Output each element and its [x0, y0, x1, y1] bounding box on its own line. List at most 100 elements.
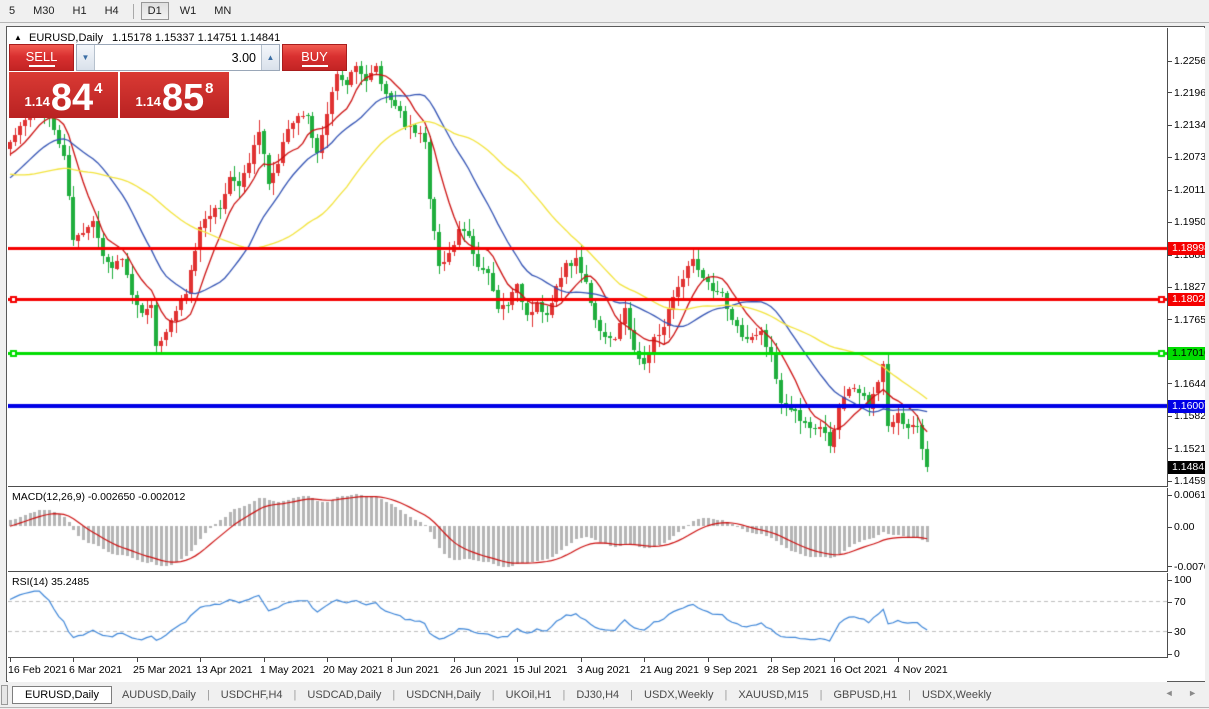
buy-button-label: BUY	[301, 48, 328, 64]
tab-dj30-h4[interactable]: DJ30,H4	[576, 689, 620, 701]
tab-scroll-arrows-icon[interactable]: ◄ ►	[1164, 688, 1203, 698]
axis-tick-icon	[1168, 566, 1172, 568]
macd-panel: MACD(12,26,9) -0.002650 -0.002012	[8, 488, 1168, 572]
ohlc-values: 1.15178 1.15337 1.14751 1.14841	[112, 32, 281, 44]
date-axis-tick-icon	[898, 658, 899, 662]
volume-decrease-button[interactable]: ▼	[77, 45, 95, 70]
timeframe-button-w1[interactable]: W1	[179, 5, 197, 17]
tab-gbpusd-h1[interactable]: GBPUSD,H1	[833, 689, 898, 701]
price-tick-label: 1.16440	[1168, 378, 1205, 390]
date-axis-label: 3 Aug 2021	[577, 664, 631, 676]
timeframe-button-mn[interactable]: MN	[214, 5, 232, 17]
main-price-plot: ▲ EURUSD,Daily 1.15178 1.15337 1.14751 1…	[8, 28, 1168, 487]
axis-tick-icon	[1168, 653, 1172, 655]
date-axis-tick-icon	[73, 658, 74, 662]
buy-price-pip: 8	[205, 80, 214, 97]
timeframe-button-5[interactable]: 5	[9, 5, 16, 17]
hline-price-badge: 1.16007	[1168, 399, 1205, 413]
buy-underline	[301, 64, 328, 67]
date-axis-label: 6 Mar 2021	[69, 664, 123, 676]
hline-price-badge: 1.18024	[1168, 293, 1205, 307]
price-tick-label: 1.15210	[1168, 443, 1205, 455]
chart-title: ▲ EURUSD,Daily 1.15178 1.15337 1.14751 1…	[14, 32, 280, 44]
tab-xauusd-m15[interactable]: XAUUSD,M15	[738, 689, 809, 701]
hline-price-badge: 1.17010	[1168, 346, 1205, 360]
date-axis-tick-icon	[327, 658, 328, 662]
date-axis-label: 8 Jun 2021	[387, 664, 439, 676]
tab-separator: |	[908, 689, 911, 701]
price-tick-label: 1.19500	[1168, 216, 1205, 228]
tab-eurusd-daily[interactable]: EURUSD,Daily	[12, 686, 112, 704]
date-axis-tick-icon	[581, 658, 582, 662]
buy-price-big: 85	[161, 76, 205, 119]
rsi-panel: RSI(14) 35.2485	[8, 573, 1168, 658]
sell-underline	[28, 64, 55, 67]
timeframe-button-m30[interactable]: M30	[33, 5, 55, 17]
macd-canvas[interactable]	[8, 488, 1167, 571]
date-axis-label: 16 Oct 2021	[830, 664, 888, 676]
timeframe-toolbar: 5 M30 H1 H4 D1 W1 MN	[0, 0, 1209, 23]
tab-audusd-daily[interactable]: AUDUSD,Daily	[121, 689, 196, 701]
tab-separator: |	[206, 689, 210, 701]
macd-axis-label: 0.006193	[1168, 489, 1205, 501]
tab-usdx-weekly[interactable]: USDX,Weekly	[644, 689, 714, 701]
tab-ukoil-h1[interactable]: UKOil,H1	[505, 689, 552, 701]
tab-separator: |	[491, 689, 495, 701]
sell-price-box[interactable]: 1.14 84 4	[9, 72, 118, 118]
sell-price-prefix: 1.14	[24, 94, 50, 109]
date-axis-label: 21 Aug 2021	[640, 664, 699, 676]
timeframe-button-h1[interactable]: H1	[72, 5, 87, 17]
tab-separator: |	[562, 689, 566, 701]
tab-usdx-weekly[interactable]: USDX,Weekly	[921, 689, 992, 701]
rsi-axis-label: 30	[1168, 626, 1186, 638]
date-axis-label: 20 May 2021	[323, 664, 384, 676]
price-tick-label: 1.21960	[1168, 87, 1205, 99]
date-axis-label: 15 Jul 2021	[513, 664, 568, 676]
date-axis-tick-icon	[391, 658, 392, 662]
axis-tick-icon	[1168, 579, 1172, 581]
date-axis-tick-icon	[771, 658, 772, 662]
date-axis-label: 4 Nov 2021	[894, 664, 948, 676]
toolbar-separator	[132, 3, 134, 19]
axis-tick-icon	[1168, 157, 1172, 159]
axis-tick-icon	[1168, 526, 1172, 528]
tabbar-left-stub	[1, 685, 8, 705]
date-axis-tick-icon	[454, 658, 455, 662]
volume-input[interactable]	[95, 45, 261, 70]
date-axis-tick-icon	[834, 658, 835, 662]
axis-tick-icon	[1168, 222, 1172, 224]
date-axis-tick-icon	[200, 658, 201, 662]
axis-tick-icon	[1168, 60, 1172, 62]
buy-price-prefix: 1.14	[135, 94, 161, 109]
timeframe-button-h4[interactable]: H4	[104, 5, 119, 17]
symbol-title: EURUSD,Daily	[28, 32, 103, 44]
rsi-axis-label: 70	[1168, 596, 1186, 608]
axis-tick-icon	[1168, 383, 1172, 385]
tab-separator: |	[293, 689, 297, 701]
tab-usdcad-daily[interactable]: USDCAD,Daily	[307, 689, 382, 701]
sell-button[interactable]: SELL	[9, 44, 74, 71]
date-axis-tick-icon	[264, 658, 265, 662]
price-tick-label: 1.22560	[1168, 55, 1205, 67]
date-axis-tick-icon	[137, 658, 138, 662]
tab-usdchf-h4[interactable]: USDCHF,H4	[220, 689, 283, 701]
macd-axis-label: 0.00	[1168, 521, 1194, 533]
collapse-arrow-icon[interactable]: ▲	[14, 33, 22, 42]
buy-price-box[interactable]: 1.14 85 8	[120, 72, 229, 118]
buy-button[interactable]: BUY	[282, 44, 347, 71]
tab-separator: |	[392, 689, 396, 701]
tab-separator: |	[630, 689, 633, 701]
tab-usdcnh-daily[interactable]: USDCNH,Daily	[406, 689, 481, 701]
price-tick-label: 1.20115	[1168, 184, 1205, 196]
axis-tick-icon	[1168, 319, 1172, 321]
sell-button-label: SELL	[25, 48, 58, 64]
rsi-canvas[interactable]	[8, 573, 1167, 657]
rsi-axis-label: 0	[1168, 648, 1180, 660]
timeframe-button-d1[interactable]: D1	[140, 2, 169, 20]
price-tick-label: 1.20730	[1168, 151, 1205, 163]
volume-increase-button[interactable]: ▲	[261, 45, 279, 70]
chart-window: ▲ EURUSD,Daily 1.15178 1.15337 1.14751 1…	[6, 26, 1205, 682]
axis-tick-icon	[1168, 631, 1172, 633]
tab-separator: |	[819, 689, 823, 701]
rsi-label: RSI(14) 35.2485	[12, 576, 90, 588]
